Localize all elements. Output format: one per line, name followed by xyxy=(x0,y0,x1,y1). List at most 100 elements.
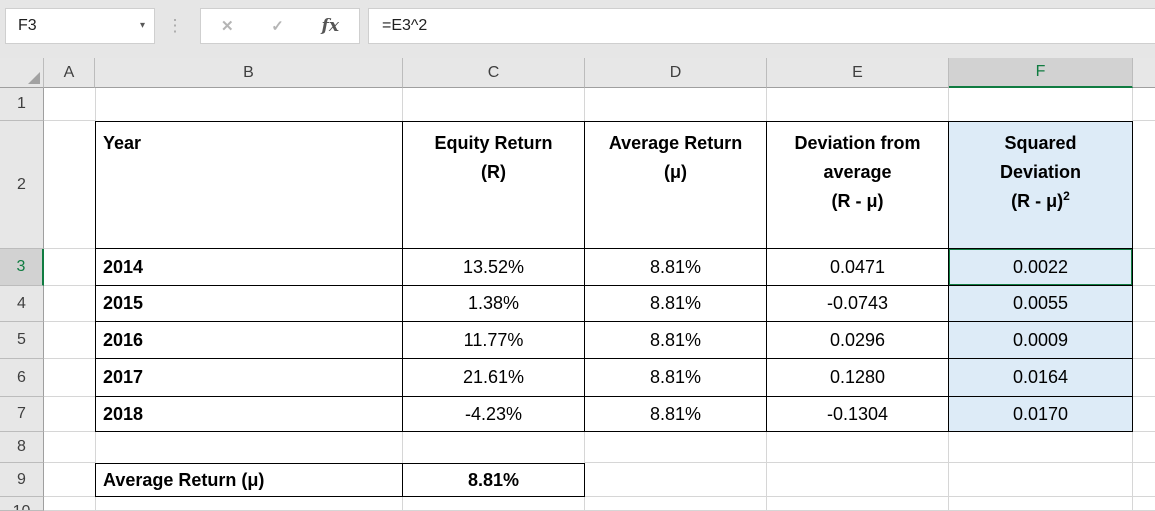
empty-cell[interactable] xyxy=(585,497,767,511)
empty-cell[interactable] xyxy=(585,432,767,463)
row-header-7[interactable]: 7 xyxy=(0,397,44,432)
cell-d5[interactable]: 8.81% xyxy=(585,322,767,359)
column-header-c[interactable]: C xyxy=(403,58,585,88)
cell-c6[interactable]: 21.61% xyxy=(403,359,585,397)
cell-d4[interactable]: 8.81% xyxy=(585,286,767,322)
cell-b7[interactable]: 2018 xyxy=(95,397,403,432)
column-header-g-partial[interactable] xyxy=(1133,58,1155,88)
empty-cell[interactable] xyxy=(44,286,95,322)
sheet-row-2: 2 Year Equity Return (R) Average Return … xyxy=(0,121,1155,249)
empty-cell[interactable] xyxy=(95,497,403,511)
name-box-caret-icon[interactable]: ▾ xyxy=(139,20,145,31)
cell-e5[interactable]: 0.0296 xyxy=(767,322,949,359)
summary-label-cell[interactable]: Average Return (μ) xyxy=(95,463,403,497)
insert-function-button[interactable]: fx xyxy=(321,16,339,36)
select-all-corner[interactable] xyxy=(0,58,44,88)
empty-cell[interactable] xyxy=(949,432,1133,463)
empty-cell[interactable] xyxy=(44,397,95,432)
header-cell-equity-return[interactable]: Equity Return (R) xyxy=(403,121,585,249)
name-box-value: F3 xyxy=(18,17,37,34)
row-header-2[interactable]: 2 xyxy=(0,121,44,249)
empty-cell[interactable] xyxy=(1133,359,1155,397)
empty-cell[interactable] xyxy=(949,88,1133,121)
cell-d6[interactable]: 8.81% xyxy=(585,359,767,397)
empty-cell[interactable] xyxy=(949,463,1133,497)
row-header-1[interactable]: 1 xyxy=(0,88,44,121)
row-header-10[interactable]: 10 xyxy=(0,497,44,511)
formula-input[interactable]: =E3^2 xyxy=(368,8,1155,44)
empty-cell[interactable] xyxy=(44,463,95,497)
cell-c3[interactable]: 13.52% xyxy=(403,249,585,286)
empty-cell[interactable] xyxy=(1133,463,1155,497)
cell-b6[interactable]: 2017 xyxy=(95,359,403,397)
empty-cell[interactable] xyxy=(585,463,767,497)
empty-cell[interactable] xyxy=(44,121,95,249)
header-cell-year[interactable]: Year xyxy=(95,121,403,249)
empty-cell[interactable] xyxy=(1133,322,1155,359)
empty-cell[interactable] xyxy=(585,88,767,121)
table-row: 4 2015 1.38% 8.81% -0.0743 0.0055 xyxy=(0,286,1155,322)
cell-f6[interactable]: 0.0164 xyxy=(949,359,1133,397)
empty-cell[interactable] xyxy=(1133,88,1155,121)
empty-cell[interactable] xyxy=(44,322,95,359)
empty-cell[interactable] xyxy=(1133,286,1155,322)
cell-b3[interactable]: 2014 xyxy=(95,249,403,286)
cell-e7[interactable]: -0.1304 xyxy=(767,397,949,432)
empty-cell[interactable] xyxy=(95,88,403,121)
empty-cell[interactable] xyxy=(767,88,949,121)
empty-cell[interactable] xyxy=(1133,249,1155,286)
empty-cell[interactable] xyxy=(403,497,585,511)
cell-e4[interactable]: -0.0743 xyxy=(767,286,949,322)
empty-cell[interactable] xyxy=(44,497,95,511)
column-header-d[interactable]: D xyxy=(585,58,767,88)
cell-e3[interactable]: 0.0471 xyxy=(767,249,949,286)
name-box[interactable]: F3 ▾ xyxy=(5,8,155,44)
empty-cell[interactable] xyxy=(44,249,95,286)
column-header-e[interactable]: E xyxy=(767,58,949,88)
squared-superscript: 2 xyxy=(1063,189,1070,203)
header-cell-squared-deviation[interactable]: Squared Deviation (R - μ)2 xyxy=(949,121,1133,249)
cell-b4[interactable]: 2015 xyxy=(95,286,403,322)
cancel-button[interactable]: ✕ xyxy=(221,18,234,35)
cell-c4[interactable]: 1.38% xyxy=(403,286,585,322)
empty-cell[interactable] xyxy=(1133,121,1155,249)
enter-button[interactable]: ✓ xyxy=(271,18,284,35)
row-header-4[interactable]: 4 xyxy=(0,286,44,322)
cell-e6[interactable]: 0.1280 xyxy=(767,359,949,397)
empty-cell[interactable] xyxy=(403,88,585,121)
empty-cell[interactable] xyxy=(95,432,403,463)
active-cell-f3[interactable]: 0.0022 xyxy=(949,249,1133,286)
column-header-b[interactable]: B xyxy=(95,58,403,88)
header-cell-average-return[interactable]: Average Return (μ) xyxy=(585,121,767,249)
header-cell-deviation[interactable]: Deviation from average (R - μ) xyxy=(767,121,949,249)
row-header-5[interactable]: 5 xyxy=(0,322,44,359)
empty-cell[interactable] xyxy=(1133,497,1155,511)
column-header-a[interactable]: A xyxy=(44,58,95,88)
empty-cell[interactable] xyxy=(1133,397,1155,432)
summary-value-cell[interactable]: 8.81% xyxy=(403,463,585,497)
column-header-f[interactable]: F xyxy=(949,58,1133,88)
empty-cell[interactable] xyxy=(44,359,95,397)
cell-d3[interactable]: 8.81% xyxy=(585,249,767,286)
cell-d7[interactable]: 8.81% xyxy=(585,397,767,432)
row-header-3[interactable]: 3 xyxy=(0,249,44,286)
header-deviation-line1: Deviation from xyxy=(794,133,921,153)
row-header-8[interactable]: 8 xyxy=(0,432,44,463)
cell-b5[interactable]: 2016 xyxy=(95,322,403,359)
cell-f4[interactable]: 0.0055 xyxy=(949,286,1133,322)
row-header-6[interactable]: 6 xyxy=(0,359,44,397)
empty-cell[interactable] xyxy=(1133,432,1155,463)
empty-cell[interactable] xyxy=(949,497,1133,511)
row-header-9[interactable]: 9 xyxy=(0,463,44,497)
empty-cell[interactable] xyxy=(767,497,949,511)
table-row: 3 2014 13.52% 8.81% 0.0471 0.0022 xyxy=(0,249,1155,286)
cell-c7[interactable]: -4.23% xyxy=(403,397,585,432)
empty-cell[interactable] xyxy=(403,432,585,463)
empty-cell[interactable] xyxy=(767,463,949,497)
cell-f7[interactable]: 0.0170 xyxy=(949,397,1133,432)
cell-f5[interactable]: 0.0009 xyxy=(949,322,1133,359)
cell-c5[interactable]: 11.77% xyxy=(403,322,585,359)
empty-cell[interactable] xyxy=(44,432,95,463)
empty-cell[interactable] xyxy=(767,432,949,463)
empty-cell[interactable] xyxy=(44,88,95,121)
